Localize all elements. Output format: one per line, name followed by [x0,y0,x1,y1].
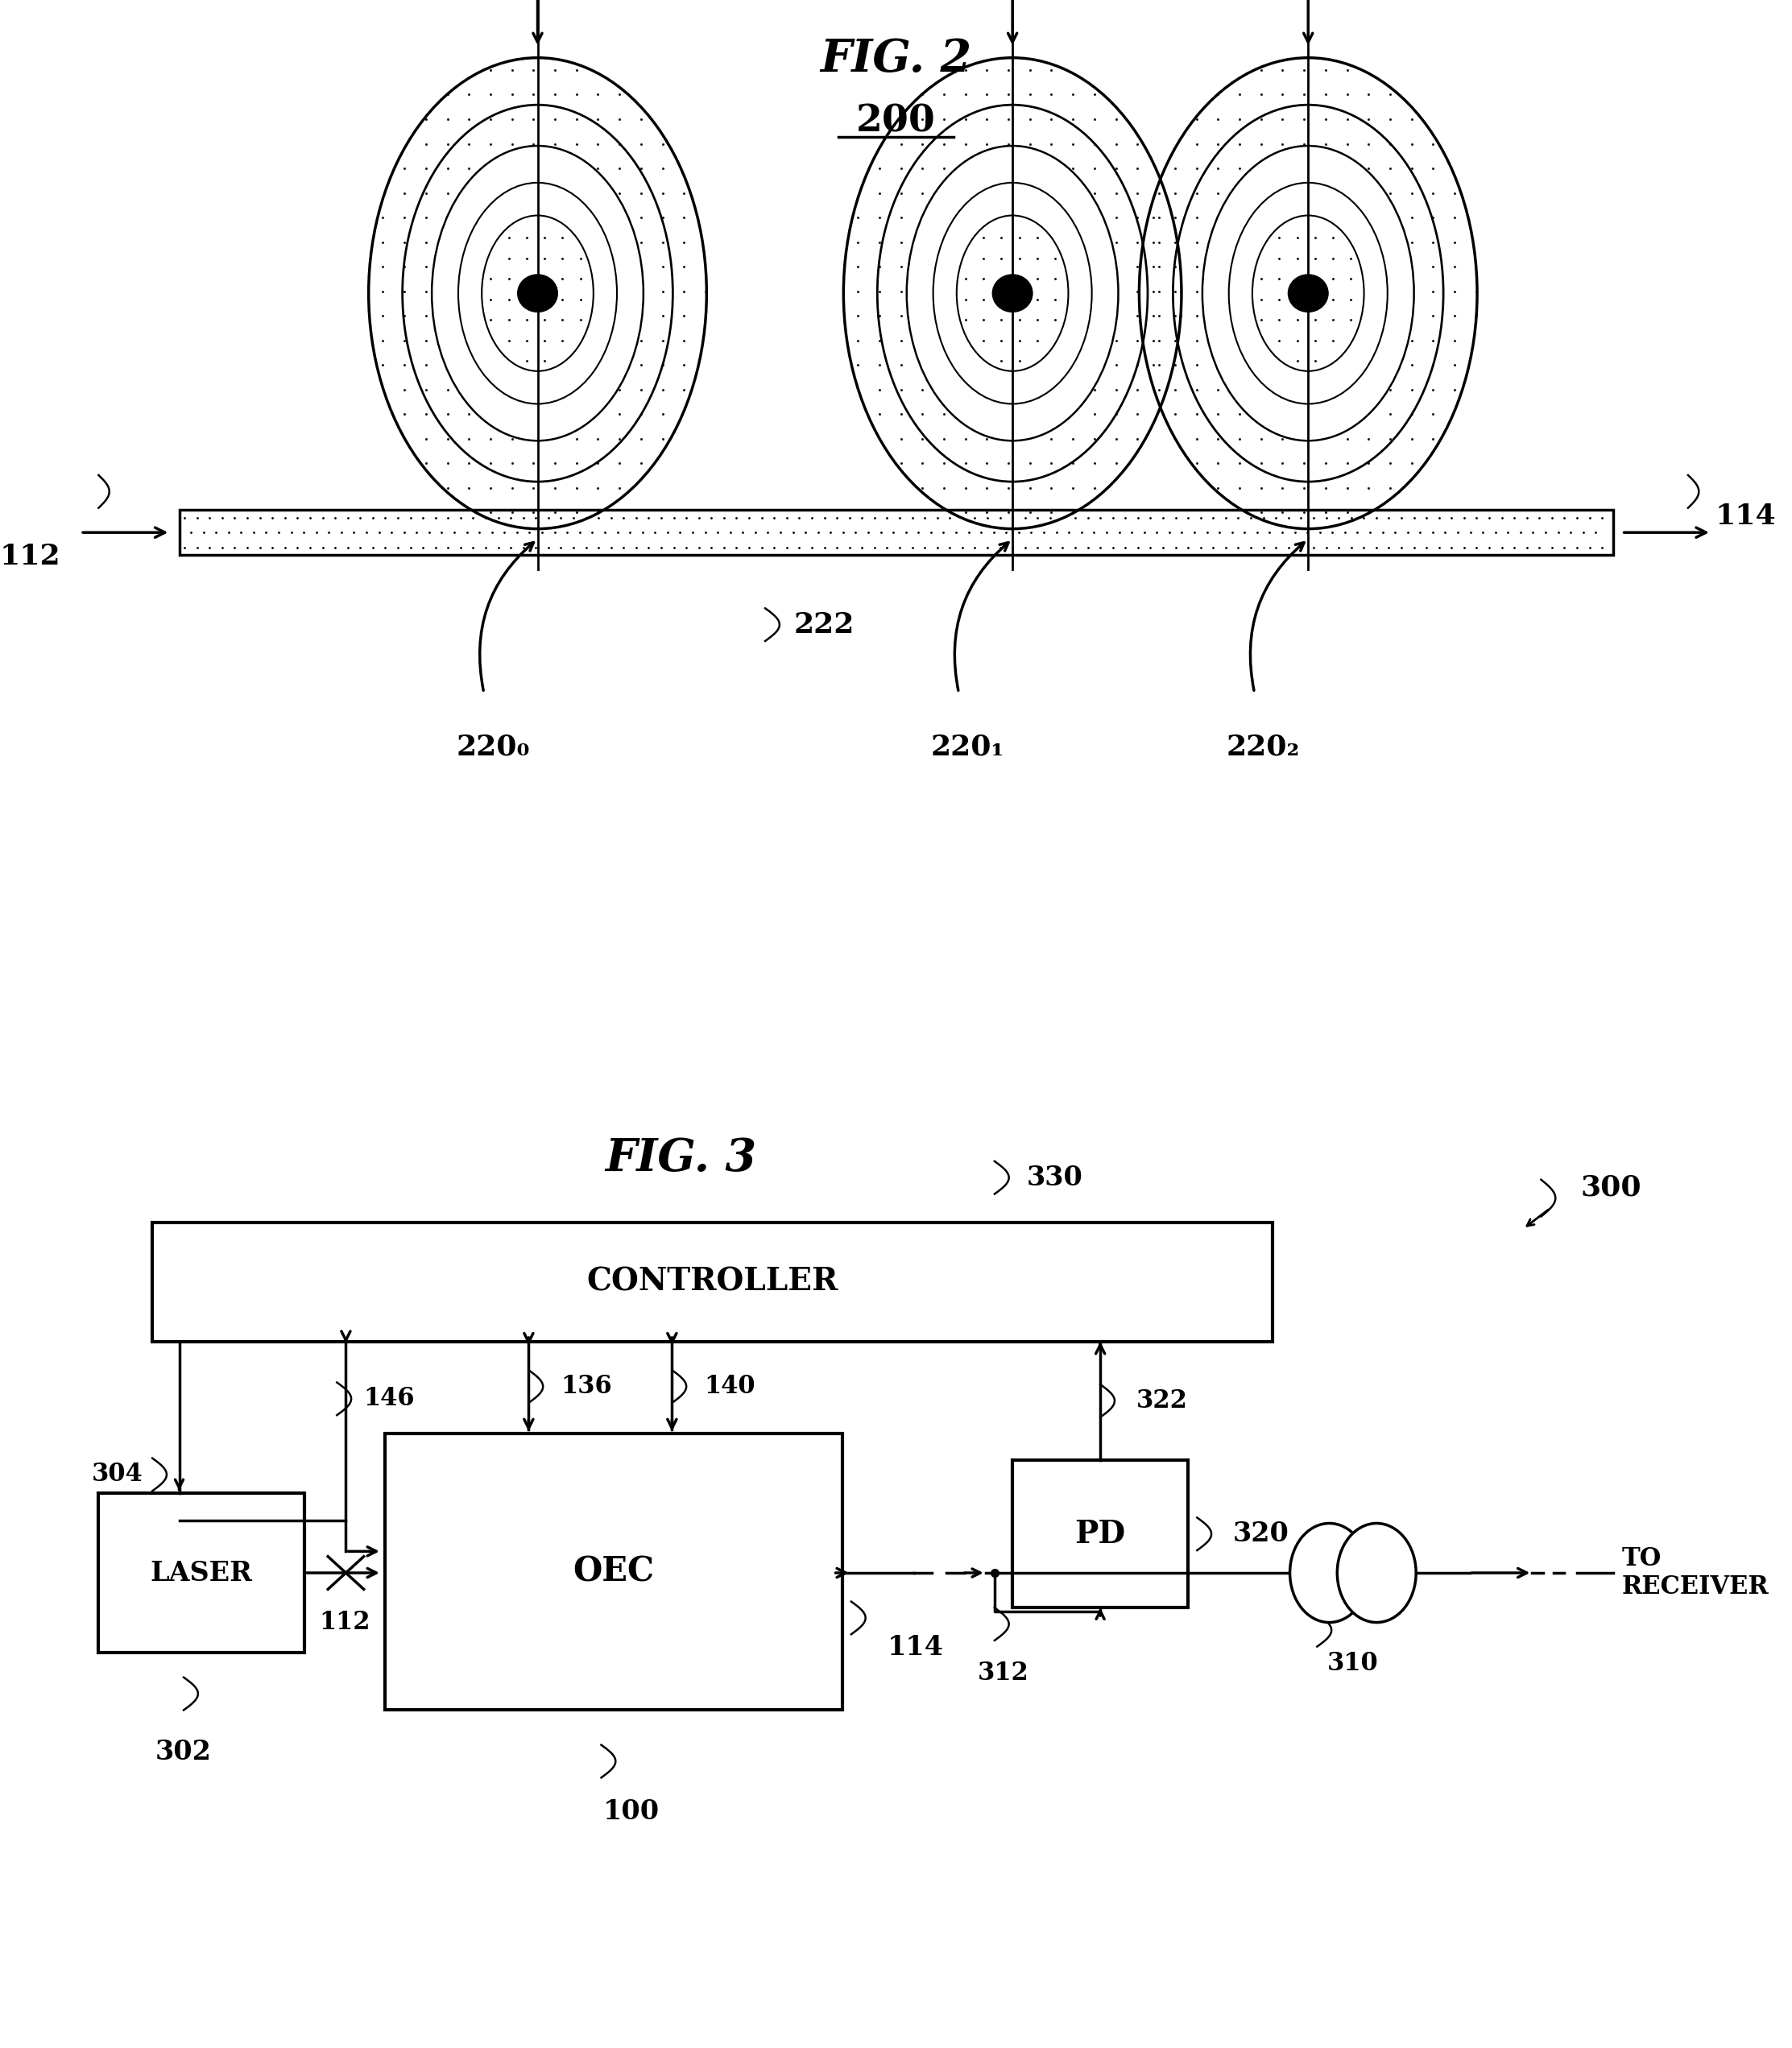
Text: LASER: LASER [151,1561,253,1585]
Text: 312: 312 [978,1661,1029,1686]
Text: FIG. 3: FIG. 3 [606,1137,756,1182]
Bar [152,1223,1272,1341]
Text: PD: PD [1075,1520,1125,1548]
Text: 222: 222 [794,610,855,639]
Text: 140: 140 [704,1374,756,1399]
Text: 112: 112 [319,1610,371,1634]
Text: 200: 200 [857,102,935,139]
Text: 304: 304 [91,1462,143,1487]
Text: 220₂: 220₂ [1226,733,1301,762]
Bar [99,1493,305,1653]
Text: 220₁: 220₁ [930,733,1005,762]
Text: 220₀: 220₀ [455,733,530,762]
Ellipse shape [518,274,557,311]
Text: 114: 114 [1715,502,1776,530]
Text: 146: 146 [364,1386,416,1411]
Ellipse shape [1337,1524,1416,1622]
Ellipse shape [1288,274,1328,311]
Text: 310: 310 [1328,1651,1378,1675]
Text: 322: 322 [1136,1389,1188,1413]
Text: OEC: OEC [573,1554,654,1589]
Text: 320: 320 [1233,1522,1288,1546]
Text: 114: 114 [887,1634,943,1661]
Text: TO
RECEIVER: TO RECEIVER [1622,1546,1769,1599]
Text: 136: 136 [561,1374,613,1399]
Text: 112: 112 [0,543,61,569]
Bar [1012,1460,1188,1608]
Text: 300: 300 [1581,1174,1641,1202]
Bar [385,1434,842,1710]
Bar [179,510,1613,555]
Text: 100: 100 [604,1798,659,1825]
Text: 330: 330 [1027,1165,1082,1190]
Ellipse shape [993,274,1032,311]
Ellipse shape [1290,1524,1369,1622]
Text: CONTROLLER: CONTROLLER [586,1268,839,1296]
Text: FIG. 2: FIG. 2 [821,37,971,82]
Text: 302: 302 [156,1739,211,1765]
